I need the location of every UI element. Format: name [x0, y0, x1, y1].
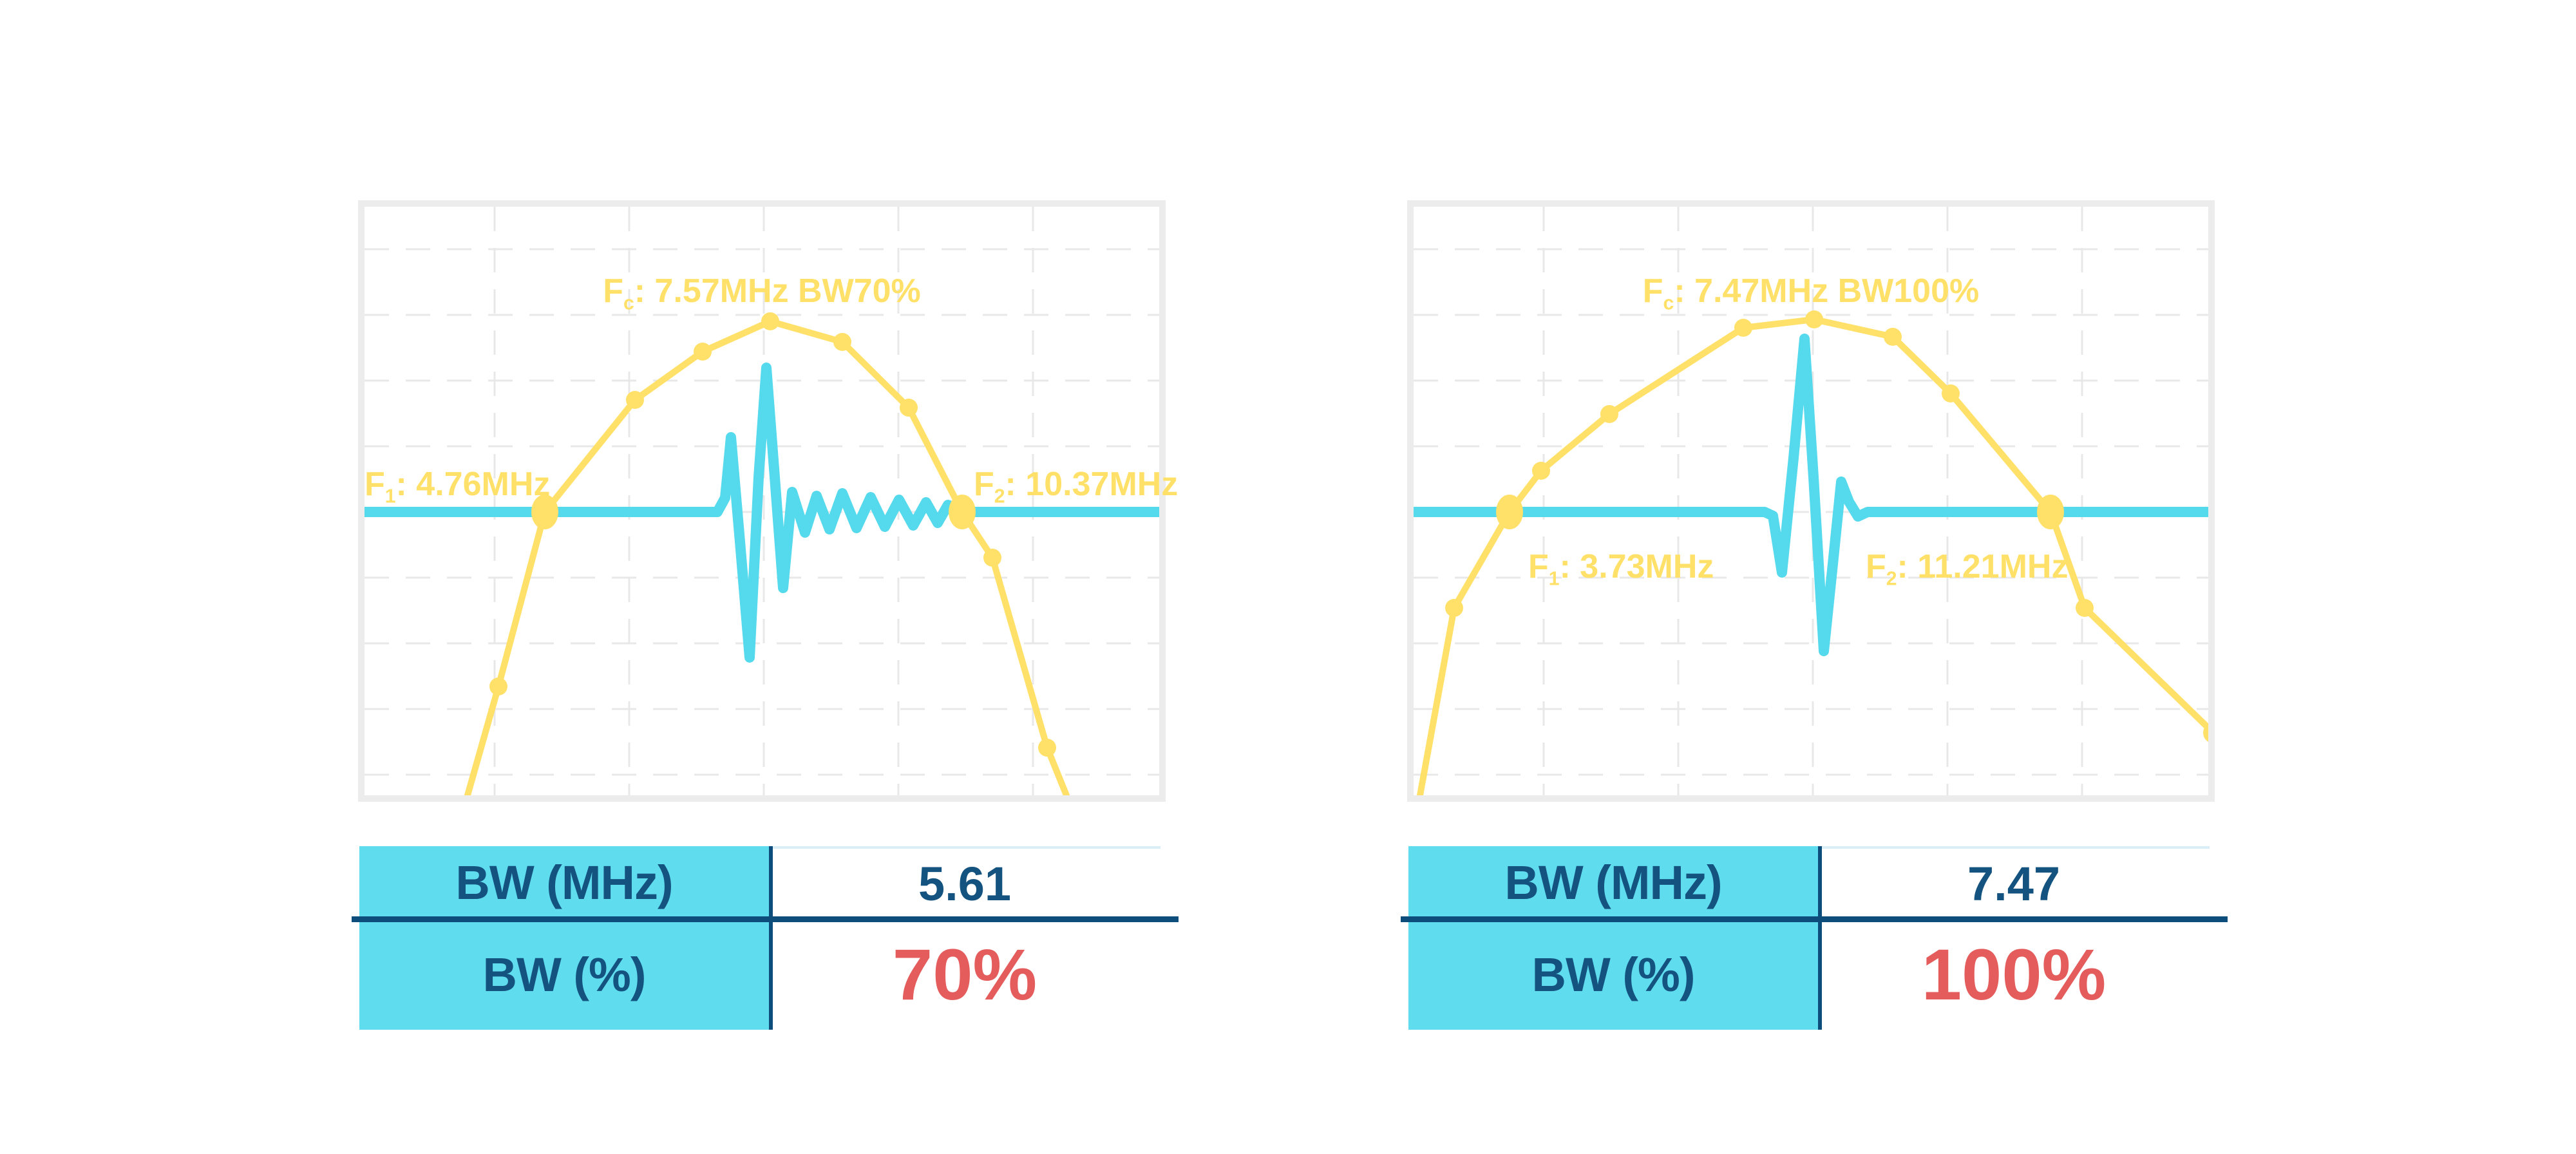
- right-spectrum-plot: Fc: 7.47MHz BW100% F1: 3.73MHz F2: 11.21…: [1407, 200, 2215, 802]
- f2-label-base: F: [974, 466, 994, 503]
- right-f1-annotation: F1: 3.73MHz: [1528, 547, 1714, 590]
- f2-label-sub: 2: [994, 486, 1005, 507]
- column-divider-line: [769, 846, 773, 1030]
- bw-percent-row: BW (%) 100%: [1408, 919, 2210, 1030]
- bw-mhz-label-cell: BW (MHz): [359, 846, 769, 919]
- f1-label-rest: : 3.73MHz: [1559, 548, 1714, 585]
- f2-label-rest: : 10.37MHz: [1005, 466, 1179, 503]
- left-bw-table: BW (MHz) 5.61 BW (%) 70%: [352, 846, 1179, 1030]
- row-divider-line: [1401, 916, 2228, 922]
- fc-label-sub: c: [623, 292, 634, 314]
- fc-label-sub: c: [1663, 292, 1674, 314]
- f1-label-base: F: [1528, 548, 1549, 585]
- column-divider-line: [1818, 846, 1822, 1030]
- fc-label-rest: : 7.57MHz BW70%: [634, 272, 921, 310]
- left-f2-annotation: F2: 10.37MHz: [974, 464, 1179, 507]
- left-chart-panel: Fc: 7.57MHz BW70% F1: 4.76MHz F2: 10.37M…: [352, 200, 1179, 1030]
- right-bw-table: BW (MHz) 7.47 BW (%) 100%: [1401, 846, 2228, 1030]
- fc-label-base: F: [1642, 272, 1663, 310]
- left-spectrum-plot: Fc: 7.57MHz BW70% F1: 4.76MHz F2: 10.37M…: [358, 200, 1178, 802]
- f2-label-sub: 2: [1886, 568, 1897, 590]
- left-plot-canvas: [365, 207, 1159, 795]
- bw-mhz-value-cell: 7.47: [1818, 846, 2210, 919]
- f1-label-base: F: [365, 466, 385, 503]
- bw-mhz-row: BW (MHz) 7.47: [1408, 846, 2210, 919]
- row-divider-line: [352, 916, 1179, 922]
- f2-label-base: F: [1866, 548, 1886, 585]
- right-chart-panel: Fc: 7.47MHz BW100% F1: 3.73MHz F2: 11.21…: [1401, 200, 2228, 1030]
- f2-label-rest: : 11.21MHz: [1897, 548, 2069, 585]
- bw-percent-label-cell: BW (%): [359, 919, 769, 1030]
- f1-label-rest: : 4.76MHz: [395, 466, 551, 503]
- bw-mhz-label-cell: BW (MHz): [1408, 846, 1818, 919]
- bw-percent-row: BW (%) 70%: [359, 919, 1160, 1030]
- f1-label-sub: 1: [1548, 568, 1560, 590]
- right-f2-annotation: F2: 11.21MHz: [1866, 547, 2069, 590]
- bw-mhz-row: BW (MHz) 5.61: [359, 846, 1160, 919]
- bw-percent-value-cell: 70%: [769, 919, 1160, 1030]
- bw-mhz-value-cell: 5.61: [769, 846, 1160, 919]
- right-plot-canvas: [1414, 207, 2208, 795]
- left-fc-annotation: Fc: 7.57MHz BW70%: [603, 271, 921, 314]
- bw-percent-value-cell: 100%: [1818, 919, 2210, 1030]
- fc-label-base: F: [603, 272, 623, 310]
- fc-label-rest: : 7.47MHz BW100%: [1674, 272, 1980, 310]
- left-f1-annotation: F1: 4.76MHz: [365, 464, 550, 507]
- right-fc-annotation: Fc: 7.47MHz BW100%: [1642, 271, 1980, 314]
- bw-percent-label-cell: BW (%): [1408, 919, 1818, 1030]
- f1-label-sub: 1: [384, 486, 396, 507]
